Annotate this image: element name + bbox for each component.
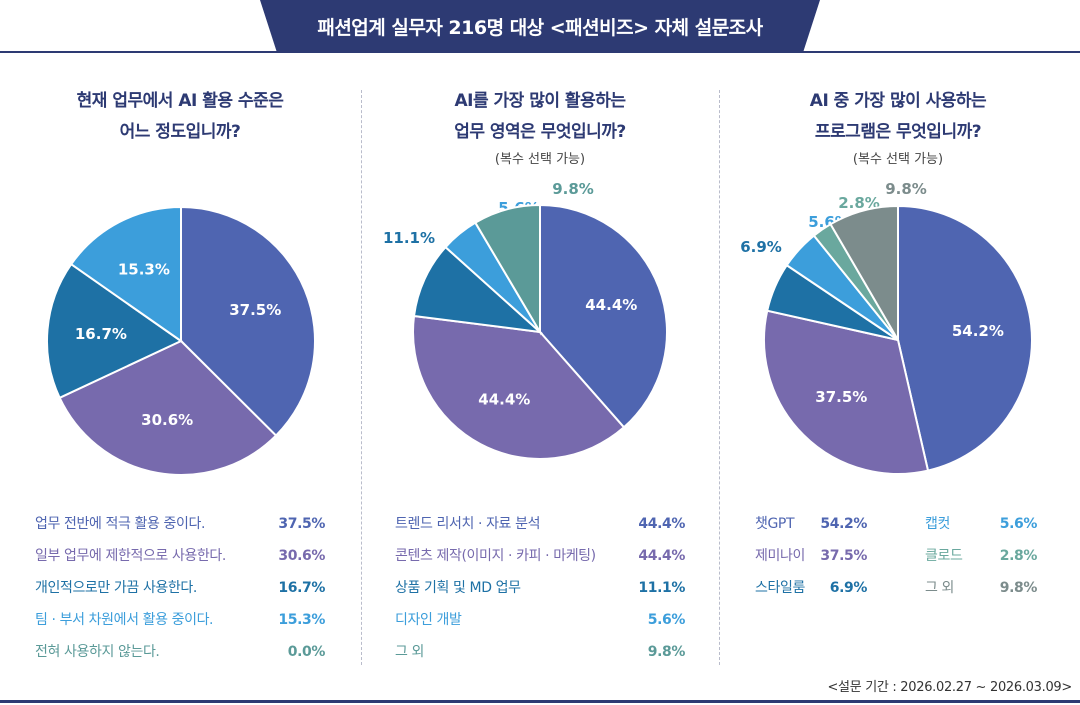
legend-item: 상품 기획 및 MD 업무 11.1% bbox=[395, 576, 685, 600]
chart-title-line: AI 중 가장 많이 사용하는 bbox=[809, 91, 987, 111]
pie-slice bbox=[829, 204, 899, 344]
chart-title-line: 현재 업무에서 AI 활용 수준은 bbox=[76, 91, 284, 111]
legend-value: 54.2% bbox=[820, 516, 867, 532]
legend-item: 트렌드 리서치 · 자료 분석 44.4% bbox=[395, 512, 685, 536]
legend-label: 제미나이 bbox=[755, 548, 805, 564]
legend-value: 5.6% bbox=[999, 516, 1038, 532]
legend-label: 상품 기획 및 MD 업무 bbox=[395, 580, 521, 596]
pie-chart: 37.5% 30.6% 16.7% 15.3% bbox=[46, 205, 316, 476]
banner-rule bbox=[0, 51, 1080, 53]
legend-label: 캡컷 bbox=[925, 516, 950, 532]
legend-value: 0.0% bbox=[287, 644, 326, 660]
legend-item: 제미나이 37.5% bbox=[755, 544, 867, 568]
chart-title-line: 어느 정도입니까? bbox=[119, 122, 241, 142]
legend-item: 그 외 9.8% bbox=[395, 640, 685, 664]
legend-item: 챗GPT 54.2% bbox=[755, 512, 867, 536]
legend-label: 클로드 bbox=[925, 548, 963, 564]
legend-item: 캡컷 5.6% bbox=[925, 512, 1037, 536]
chart-title-line: 프로그램은 무엇입니까? bbox=[814, 122, 982, 142]
legend-value: 9.8% bbox=[647, 644, 686, 660]
bottom-rule bbox=[0, 700, 1080, 703]
legend-value: 9.8% bbox=[999, 580, 1038, 596]
legend-label: 개인적으로만 가끔 사용한다. bbox=[35, 580, 197, 596]
legend-value: 37.5% bbox=[278, 516, 325, 532]
pie-chart: 44.4%44.4%11.1%5.6%9.8% bbox=[383, 180, 668, 460]
chart-title: AI를 가장 많이 활용하는 업무 영역은 무엇입니까? bbox=[375, 86, 705, 148]
chart-note: (복수 선택 가능) bbox=[494, 152, 586, 167]
legend-item: 디자인 개발 5.6% bbox=[395, 608, 685, 632]
legend-value: 44.4% bbox=[638, 548, 685, 564]
survey-period-footnote: <설문 기간 : 2026.02.27 ~ 2026.03.09> bbox=[827, 680, 1072, 695]
legend-label: 디자인 개발 bbox=[395, 612, 462, 628]
legend-value: 37.5% bbox=[820, 548, 867, 564]
legend-label: 그 외 bbox=[925, 580, 955, 596]
pie-chart: 54.2%37.5%6.9%5.6%2.8%9.8% bbox=[740, 180, 1033, 475]
pie-slice bbox=[539, 203, 668, 429]
legend-item: 일부 업무에 제한적으로 사용한다. 30.6% bbox=[35, 544, 325, 568]
legend-value: 15.3% bbox=[278, 612, 325, 628]
pie-slice bbox=[473, 203, 541, 336]
slice-value-label: 44.4% bbox=[585, 296, 637, 314]
panel-divider bbox=[361, 90, 362, 665]
legend-value: 6.9% bbox=[829, 580, 868, 596]
slice-value-label: 16.7% bbox=[75, 325, 127, 343]
slice-value-label: 37.5% bbox=[229, 301, 281, 319]
pie-slice bbox=[46, 262, 183, 400]
slice-value-label: 9.8% bbox=[552, 180, 594, 198]
legend-item: 개인적으로만 가끔 사용한다. 16.7% bbox=[35, 576, 325, 600]
slice-value-label: 6.9% bbox=[740, 238, 782, 256]
pie-slice bbox=[58, 339, 278, 476]
legend-item: 클로드 2.8% bbox=[925, 544, 1037, 568]
legend-label: 스타일룸 bbox=[755, 580, 805, 596]
pie-slice bbox=[180, 205, 316, 437]
legend-label: 트렌드 리서치 · 자료 분석 bbox=[395, 516, 541, 532]
pie-slice bbox=[763, 309, 930, 475]
panel-ai-program: AI 중 가장 많이 사용하는 프로그램은 무엇입니까? (복수 선택 가능) … bbox=[733, 0, 1063, 680]
slice-value-label: 37.5% bbox=[815, 388, 867, 406]
legend-label: 업무 전반에 적극 활용 중이다. bbox=[35, 516, 206, 532]
slice-value-label: 44.4% bbox=[478, 390, 530, 408]
chart-title: 현재 업무에서 AI 활용 수준은 어느 정도입니까? bbox=[15, 86, 345, 148]
legend-value: 2.8% bbox=[999, 548, 1038, 564]
legend-value: 11.1% bbox=[638, 580, 685, 596]
pie-slice bbox=[69, 205, 182, 343]
legend-item: 전혀 사용하지 않는다. 0.0% bbox=[35, 640, 325, 664]
pie-slice bbox=[412, 314, 626, 460]
legend-item: 팀 · 부서 차원에서 활용 중이다. 15.3% bbox=[35, 608, 325, 632]
slice-value-label: 9.8% bbox=[885, 180, 927, 198]
chart-title-line: AI를 가장 많이 활용하는 bbox=[454, 91, 627, 111]
survey-banner: 패션업계 실무자 216명 대상 <패션비즈> 자체 설문조사 bbox=[260, 0, 820, 52]
legend-value: 30.6% bbox=[278, 548, 325, 564]
legend-label: 콘텐츠 제작(이미지 · 카피 · 마케팅) bbox=[395, 548, 596, 564]
chart-title: AI 중 가장 많이 사용하는 프로그램은 무엇입니까? bbox=[733, 86, 1063, 148]
slice-value-label: 11.1% bbox=[383, 229, 435, 247]
slice-value-label: 2.8% bbox=[838, 194, 880, 212]
chart-title-line: 업무 영역은 무엇입니까? bbox=[454, 122, 626, 142]
legend-value: 44.4% bbox=[638, 516, 685, 532]
legend-item: 콘텐츠 제작(이미지 · 카피 · 마케팅) 44.4% bbox=[395, 544, 685, 568]
chart-note: (복수 선택 가능) bbox=[852, 152, 944, 167]
legend-label: 챗GPT bbox=[755, 516, 795, 532]
slice-value-label: 30.6% bbox=[141, 411, 193, 429]
pie-slice bbox=[897, 204, 1033, 472]
panel-divider bbox=[719, 90, 720, 665]
panel-ai-work-area: AI를 가장 많이 활용하는 업무 영역은 무엇입니까? (복수 선택 가능) … bbox=[375, 0, 705, 680]
slice-value-label: 54.2% bbox=[952, 322, 1004, 340]
legend-label: 전혀 사용하지 않는다. bbox=[35, 644, 160, 660]
legend-item: 그 외 9.8% bbox=[925, 576, 1037, 600]
legend-label: 그 외 bbox=[395, 644, 425, 660]
panel-ai-usage-level: 현재 업무에서 AI 활용 수준은 어느 정도입니까? 37.5% 30.6% 16… bbox=[15, 0, 345, 680]
pie-slice bbox=[412, 245, 544, 334]
legend-value: 16.7% bbox=[278, 580, 325, 596]
legend-value: 5.6% bbox=[647, 612, 686, 628]
legend-item: 스타일룸 6.9% bbox=[755, 576, 867, 600]
legend-item: 업무 전반에 적극 활용 중이다. 37.5% bbox=[35, 512, 325, 536]
legend-label: 팀 · 부서 차원에서 활용 중이다. bbox=[35, 612, 214, 628]
legend-label: 일부 업무에 제한적으로 사용한다. bbox=[35, 548, 226, 564]
slice-value-label: 15.3% bbox=[118, 261, 170, 279]
